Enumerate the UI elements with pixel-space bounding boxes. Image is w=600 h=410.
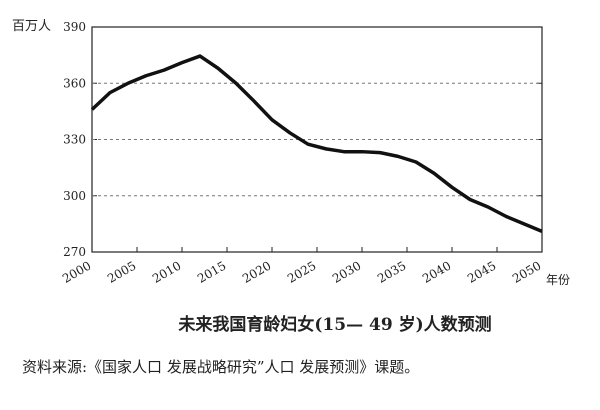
y-axis-label: 百万人 (12, 19, 51, 34)
x-tick-label: 2020 (240, 258, 273, 285)
x-tick-label: 2010 (150, 258, 183, 285)
x-tick-label: 2000 (60, 258, 93, 285)
data-line (90, 54, 543, 233)
x-tick-label: 2035 (375, 258, 408, 285)
chart-title: 未来我国育龄妇女(15— 49 岁)人数预测 (177, 314, 491, 335)
x-tick-label: 2040 (420, 258, 453, 285)
x-tick-label: 2045 (465, 258, 498, 285)
x-tick-label: 2025 (285, 258, 318, 285)
y-tick-label: 300 (63, 189, 86, 203)
x-tick-label: 2050 (510, 258, 543, 285)
y-tick-label: 390 (63, 20, 86, 34)
x-tick-label: 2005 (105, 258, 138, 285)
y-tick-label: 330 (63, 133, 86, 147)
source-note: 资料来源:《国家人口 发展战略研究”人口 发展预测》课题。 (22, 358, 419, 376)
y-tick-label: 270 (63, 245, 86, 259)
y-tick-label: 360 (63, 76, 86, 90)
x-tick-label: 2030 (330, 258, 363, 285)
x-axis-label: 年份 (546, 273, 570, 287)
x-tick-label: 2015 (195, 258, 228, 285)
